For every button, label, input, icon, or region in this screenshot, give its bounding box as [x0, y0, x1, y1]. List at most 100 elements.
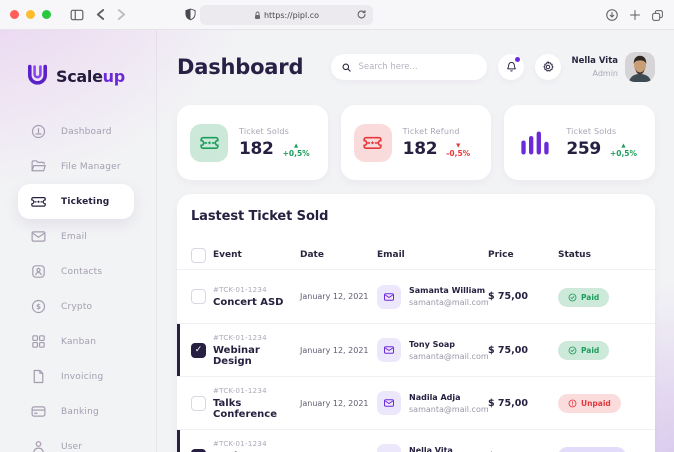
sidebar-item[interactable]: Ticketing: [18, 184, 134, 219]
reload-icon[interactable]: [356, 9, 367, 20]
status-label: Paid: [581, 346, 600, 355]
email-cell: Tony Soap samanta@mail.com: [377, 338, 489, 362]
status-badge[interactable]: Unpaid: [558, 394, 621, 413]
stat-delta: +0,5%: [610, 140, 637, 158]
row-checkbox[interactable]: [191, 448, 206, 452]
downloads-icon[interactable]: [605, 8, 619, 22]
status-badge[interactable]: Paid: [558, 287, 610, 307]
traffic-light-zoom[interactable]: [42, 10, 51, 19]
logo: Scaleup: [26, 64, 156, 88]
envelope-icon: [377, 391, 401, 415]
contact-email: samanta@mail.com: [409, 404, 489, 414]
column-header-event[interactable]: Event: [213, 250, 242, 260]
envelope-icon: [377, 338, 401, 362]
ticket-icon: [199, 132, 220, 153]
address-bar[interactable]: https://pipl.co: [200, 5, 373, 25]
sidebar-item[interactable]: Banking: [18, 394, 134, 429]
column-header-date[interactable]: Date: [300, 250, 324, 260]
sidebar-item[interactable]: User: [18, 429, 134, 452]
logo-u-icon: [26, 64, 49, 88]
stat-value: 182: [239, 138, 274, 159]
status-cell: Paid: [558, 287, 655, 307]
stat-label: Ticket Refund: [402, 126, 460, 136]
settings-button[interactable]: [535, 54, 562, 80]
check-circle-icon: [568, 293, 577, 302]
sidebar-item-label: Crypto: [61, 301, 93, 312]
user-name: Nella Vita: [571, 56, 618, 66]
stat-card[interactable]: Ticket Solds 259 +0,5%: [504, 105, 656, 180]
sidebar-item-label: Email: [61, 231, 87, 242]
table-row[interactable]: #TCK-01-1234 Design Conference January 1…: [177, 429, 655, 452]
date-cell: January 12, 2021: [300, 292, 369, 301]
ticket-code: #TCK-01-1234: [213, 333, 267, 342]
event-cell: #TCK-01-1234 Talks Conference: [213, 387, 300, 420]
folder-icon: [30, 158, 47, 175]
contact-card-icon: [30, 263, 47, 280]
sidebar-item[interactable]: Kanban: [18, 324, 134, 359]
sidebar-item[interactable]: Invoicing: [18, 359, 134, 394]
select-all-checkbox[interactable]: [191, 247, 206, 263]
sidebar-item-label: User: [61, 441, 83, 452]
forward-icon[interactable]: [117, 9, 126, 20]
sidebar-item[interactable]: Contacts: [18, 254, 134, 289]
user-info[interactable]: Nella Vita Admin: [571, 56, 618, 78]
tab-overview-icon[interactable]: [651, 9, 664, 22]
contact-name: Nella Vita: [409, 445, 453, 452]
contact-email: samanta@mail.com: [409, 298, 489, 307]
ticket-code: #TCK-01-1234: [213, 439, 267, 448]
column-header-email[interactable]: Email: [377, 250, 405, 260]
dollar-circle-icon: $: [30, 298, 47, 315]
column-header-status[interactable]: Status: [558, 250, 591, 260]
row-checkbox[interactable]: [191, 289, 206, 304]
table-row[interactable]: #TCK-01-1234 Webinar Design January 12, …: [177, 323, 655, 376]
exclamation-circle-icon: [568, 399, 577, 408]
lock-icon: [254, 11, 261, 20]
row-checkbox[interactable]: [191, 342, 206, 358]
back-icon[interactable]: [96, 9, 105, 20]
column-header-price[interactable]: Price: [488, 250, 514, 260]
table-row[interactable]: #TCK-01-1234 Concert ASD January 12, 202…: [177, 270, 655, 323]
search-input[interactable]: [358, 62, 478, 72]
sidebar-item-label: Invoicing: [61, 371, 104, 382]
search-bar[interactable]: [331, 54, 488, 80]
sidebar-item[interactable]: Dashboard: [18, 114, 134, 149]
traffic-light-minimize[interactable]: [26, 10, 35, 19]
contact-email: samanta@mail.com: [409, 351, 489, 361]
main-content: Dashboard Nella Vita Admin: [157, 30, 674, 452]
avatar[interactable]: [625, 52, 655, 82]
sidebar-item-label: File Manager: [61, 161, 121, 172]
status-badge[interactable]: Paid: [558, 341, 610, 360]
traffic-light-close[interactable]: [10, 10, 19, 19]
envelope-icon: [377, 444, 401, 452]
gear-icon: [543, 61, 554, 72]
privacy-shield-icon[interactable]: [185, 8, 196, 21]
bell-icon: [507, 61, 516, 72]
event-cell: #TCK-01-1234 Webinar Design: [213, 334, 300, 367]
status-badge[interactable]: Pending: [558, 447, 626, 452]
sidebar-toggle-icon[interactable]: [70, 9, 84, 21]
status-label: Paid: [581, 292, 600, 302]
table-header-row: Event Date Email Price Status: [177, 241, 655, 270]
table-row[interactable]: #TCK-01-1234 Talks Conference January 12…: [177, 376, 655, 429]
row-checkbox[interactable]: [191, 395, 206, 411]
new-tab-icon[interactable]: [629, 9, 641, 21]
sidebar-item[interactable]: Email: [18, 219, 134, 254]
person-icon: [30, 438, 47, 452]
sidebar-item[interactable]: File Manager: [18, 149, 134, 184]
sidebar-item[interactable]: $ Crypto: [18, 289, 134, 324]
trend-arrow-icon: [621, 140, 625, 149]
latest-tickets-card: Lastest Ticket Sold Event Date Email Pri…: [177, 194, 655, 452]
stat-card[interactable]: Ticket Solds 182 +0,5%: [177, 105, 328, 180]
event-name: Webinar Design: [213, 344, 260, 367]
stat-card[interactable]: Ticket Refund 182 -0,5%: [340, 105, 492, 180]
sidebar-item-label: Banking: [61, 406, 99, 417]
notifications-button[interactable]: [498, 54, 525, 80]
table-title: Lastest Ticket Sold: [191, 209, 329, 224]
event-cell: #TCK-01-1234 Design Conference: [213, 440, 300, 452]
kanban-grid-icon: [30, 333, 47, 350]
browser-chrome: https://pipl.co: [0, 0, 674, 30]
sidebar-item-label: Contacts: [61, 266, 103, 277]
status-cell: Unpaid: [558, 393, 655, 413]
sidebar-item-label: Dashboard: [61, 126, 112, 137]
check-circle-icon: [568, 346, 577, 355]
